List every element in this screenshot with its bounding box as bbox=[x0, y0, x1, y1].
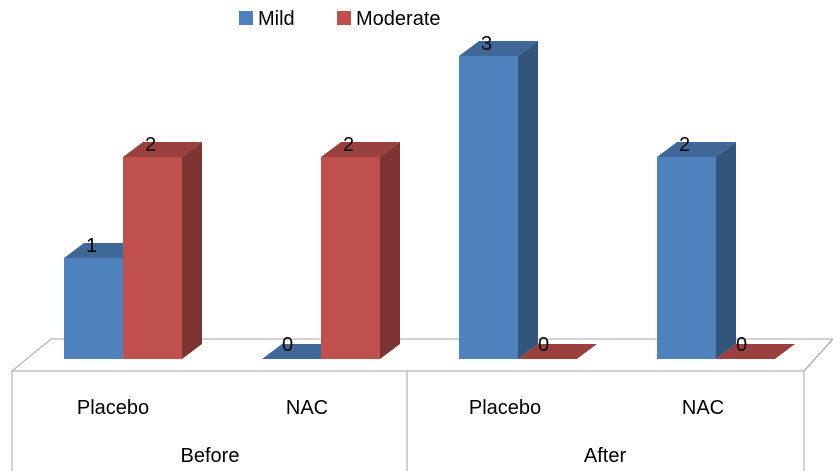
bar-side bbox=[380, 142, 400, 359]
data-label: 1 bbox=[86, 235, 97, 257]
legend-item-moderate: Moderate bbox=[337, 8, 441, 30]
bar-moderate bbox=[321, 142, 400, 359]
bar-top bbox=[321, 142, 400, 157]
bar-moderate bbox=[123, 142, 202, 359]
bar-side bbox=[182, 142, 202, 359]
bar-zero-slab bbox=[518, 344, 597, 359]
bars-layer bbox=[64, 41, 795, 359]
bar-top bbox=[123, 142, 202, 157]
bar-top bbox=[657, 142, 736, 157]
legend-swatch bbox=[239, 11, 253, 25]
floor-edge bbox=[803, 338, 833, 372]
data-label: 2 bbox=[145, 134, 156, 156]
category-label: Placebo bbox=[77, 397, 149, 419]
data-label: 0 bbox=[736, 334, 747, 356]
bar-top bbox=[459, 41, 538, 56]
data-label: 0 bbox=[538, 334, 549, 356]
bar-front bbox=[123, 157, 182, 359]
bar-front bbox=[64, 258, 123, 359]
data-label: 2 bbox=[679, 134, 690, 156]
legend-swatch bbox=[337, 11, 351, 25]
bar-moderate bbox=[518, 344, 597, 359]
bar-zero-slab bbox=[716, 344, 795, 359]
group-label: Before bbox=[181, 445, 240, 467]
bar-side bbox=[518, 41, 538, 359]
bar-front bbox=[321, 157, 380, 359]
bar-mild bbox=[459, 41, 538, 359]
bar-mild bbox=[657, 142, 736, 359]
bar-side bbox=[716, 142, 736, 359]
data-label: 3 bbox=[481, 33, 492, 55]
bar-front bbox=[657, 157, 716, 359]
bar-front bbox=[459, 56, 518, 359]
bar-moderate bbox=[716, 344, 795, 359]
category-label: NAC bbox=[682, 397, 724, 419]
group-label: After bbox=[584, 445, 627, 467]
data-labels: 1 2 0 2 3 0 2 0 bbox=[86, 33, 747, 356]
category-axis-table: Placebo NAC Placebo NAC Before After bbox=[11, 338, 833, 471]
category-label: Placebo bbox=[469, 397, 541, 419]
legend-label: Mild bbox=[258, 8, 295, 30]
legend-label: Moderate bbox=[356, 8, 441, 30]
data-label: 0 bbox=[282, 334, 293, 356]
legend-item-mild: Mild bbox=[239, 8, 295, 30]
category-label: NAC bbox=[286, 397, 328, 419]
data-label: 2 bbox=[343, 134, 354, 156]
legend: Mild Moderate bbox=[239, 8, 441, 30]
